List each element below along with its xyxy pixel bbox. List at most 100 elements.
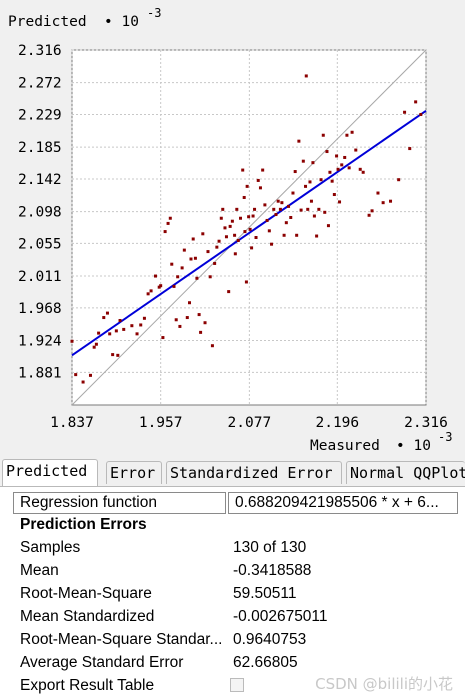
data-point <box>114 329 118 333</box>
data-point <box>223 226 227 230</box>
data-point <box>361 170 365 174</box>
data-point <box>108 332 112 336</box>
data-point <box>233 233 237 237</box>
data-point <box>116 353 120 357</box>
tab-label: Predicted <box>6 462 88 480</box>
data-point <box>191 237 195 241</box>
row-label: Mean <box>20 562 59 579</box>
data-point <box>139 323 143 327</box>
y-axis-exponent: -3 <box>147 6 161 20</box>
data-point <box>308 180 312 184</box>
y-tick-label: 1.924 <box>18 334 62 350</box>
y-axis-label: Predicted <box>8 14 87 30</box>
data-point <box>261 168 265 172</box>
data-point <box>317 207 321 211</box>
tab-error[interactable]: Error <box>106 461 162 484</box>
export-row[interactable]: Export Result Table <box>0 675 465 698</box>
y-tick-label: 2.229 <box>18 107 62 123</box>
tab-normal-qqplot[interactable]: Normal QQPlot <box>346 461 465 484</box>
tab-label: Normal QQPlot <box>350 464 465 482</box>
data-point <box>243 230 247 234</box>
row-value: 59.50511 <box>233 585 297 602</box>
table-row: Root-Mean-Square 59.50511 <box>0 583 465 606</box>
data-point <box>206 250 210 254</box>
tab-predicted[interactable]: Predicted <box>2 459 98 486</box>
chart-panel: 2.316 2.272 2.229 2.185 2.142 2.098 2.055 2.011… <box>0 0 465 458</box>
tab-label: Error <box>110 464 156 482</box>
data-point <box>244 280 248 284</box>
data-point <box>321 133 325 137</box>
data-point <box>248 227 252 231</box>
data-point <box>203 321 207 325</box>
section-title: Prediction Errors <box>20 516 147 533</box>
data-point <box>335 154 339 158</box>
data-point <box>256 178 260 182</box>
data-point <box>159 284 163 288</box>
x-axis-exponent: -3 <box>438 430 452 444</box>
x-axis-scale: • 10 <box>396 438 431 454</box>
data-point <box>97 331 101 335</box>
data-point <box>236 238 240 242</box>
data-point <box>94 342 98 346</box>
data-point <box>130 324 134 328</box>
export-icon[interactable] <box>230 678 244 692</box>
row-label: Mean Standardized <box>20 608 155 625</box>
data-point <box>343 155 347 159</box>
data-point <box>291 191 295 195</box>
data-point <box>81 380 85 384</box>
data-point <box>180 266 184 270</box>
data-point <box>304 74 308 78</box>
data-point <box>367 213 371 217</box>
table-row: Root-Mean-Square Standar... 0.9640753 <box>0 629 465 652</box>
table-row: Mean Standardized -0.002675011 <box>0 606 465 629</box>
x-tick-label: 2.316 <box>404 415 448 431</box>
data-point <box>235 207 239 211</box>
data-point <box>325 150 329 154</box>
data-point <box>282 233 286 237</box>
data-point <box>197 313 201 317</box>
data-point <box>146 292 150 296</box>
data-point <box>278 207 282 211</box>
data-point <box>319 178 323 182</box>
data-point <box>354 148 358 152</box>
data-point <box>340 163 344 167</box>
data-point <box>301 159 305 163</box>
data-point <box>92 345 96 349</box>
y-tick-label: 1.881 <box>18 365 62 381</box>
data-point <box>326 224 330 228</box>
y-axis-scale: • 10 <box>104 14 139 30</box>
x-tick-label: 1.837 <box>50 415 94 431</box>
x-tick-label: 2.196 <box>315 415 359 431</box>
results-table: Regression function 0.688209421985506 * … <box>0 487 465 700</box>
data-point <box>336 167 340 171</box>
data-point <box>280 201 284 205</box>
regression-row: Regression function 0.688209421985506 * … <box>0 490 465 514</box>
y-tick-label: 2.142 <box>18 172 62 188</box>
data-point <box>403 110 407 114</box>
table-row: Samples 130 of 130 <box>0 537 465 560</box>
data-point <box>161 336 165 340</box>
data-point <box>182 248 186 252</box>
row-value: -0.3418588 <box>233 562 312 579</box>
data-point <box>166 221 170 225</box>
x-tick-label: 1.957 <box>139 415 183 431</box>
data-point <box>149 289 153 293</box>
data-point <box>118 319 122 323</box>
data-point <box>215 245 219 249</box>
data-point <box>178 324 182 328</box>
tab-standardized-error[interactable]: Standardized Error <box>166 461 342 484</box>
regression-value-cell[interactable]: 0.688209421985506 * x + 6... <box>228 492 458 514</box>
data-point <box>221 207 225 211</box>
data-point <box>293 170 297 174</box>
regression-line <box>71 109 427 357</box>
x-tick-labels: 1.837 1.957 2.077 2.196 2.316 <box>50 415 448 431</box>
data-point <box>338 200 342 204</box>
y-tick-labels: 2.316 2.272 2.229 2.185 2.142 2.098 2.055 2.011… <box>18 43 62 381</box>
data-point <box>323 210 327 214</box>
data-point <box>102 316 106 320</box>
export-result-table-link[interactable]: Export Result Table <box>20 677 155 694</box>
data-point <box>299 208 303 212</box>
data-point <box>88 373 92 377</box>
data-point <box>213 261 217 265</box>
data-point <box>297 139 301 143</box>
